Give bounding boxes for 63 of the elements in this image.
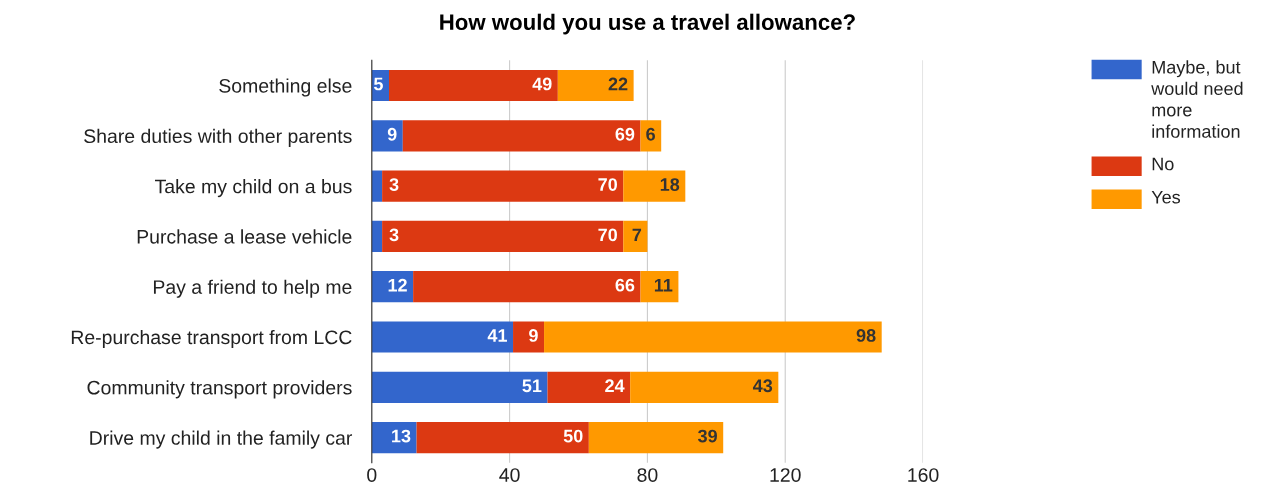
data-label: 70 xyxy=(598,178,617,191)
y-tick-label: Something else xyxy=(219,78,352,97)
bar xyxy=(640,271,679,303)
bar xyxy=(630,371,779,403)
data-label: 3 xyxy=(389,178,399,191)
y-tick-label: Re-purchase transport from LCC xyxy=(71,329,352,349)
y-tick-label: Drive my child in the family car xyxy=(90,430,353,449)
data-label: 66 xyxy=(615,278,635,292)
bar xyxy=(389,69,558,102)
y-tick-label: Take my child on a bus xyxy=(155,179,352,198)
x-tick-label: 160 xyxy=(908,468,939,482)
y-tick-label: Pay a friend to help me xyxy=(153,279,352,298)
bar xyxy=(371,271,414,303)
y-tick-label: Community transport providers xyxy=(87,380,352,399)
bar xyxy=(513,321,545,353)
x-tick-label: 40 xyxy=(499,468,520,482)
bar xyxy=(544,321,882,353)
chart-title: How would you use a travel allowance? xyxy=(440,13,855,35)
bar xyxy=(623,220,648,252)
data-label: 70 xyxy=(598,228,617,242)
data-label: 12 xyxy=(388,278,407,292)
data-label: 43 xyxy=(752,379,773,393)
bar xyxy=(371,321,514,353)
y-tick-label: Purchase a lease vehicle xyxy=(137,229,352,244)
x-tick-label: 0 xyxy=(367,468,377,482)
data-label: 50 xyxy=(563,429,583,443)
bar xyxy=(371,371,548,403)
bar xyxy=(382,170,624,202)
legend-label: Maybe, but would need more information xyxy=(1151,60,1243,138)
data-label: 98 xyxy=(856,329,876,342)
x-tick-label: 80 xyxy=(637,468,658,482)
legend-label: No xyxy=(1152,157,1174,171)
x-tick-label: 120 xyxy=(770,468,801,482)
bar xyxy=(382,220,624,252)
bar xyxy=(416,422,589,454)
bar xyxy=(413,271,641,303)
data-label: 6 xyxy=(646,127,655,141)
data-label: 41 xyxy=(487,329,507,342)
data-label: 51 xyxy=(522,379,542,393)
data-label: 24 xyxy=(605,379,625,392)
bar xyxy=(371,170,383,202)
legend-label: Yes xyxy=(1151,190,1181,204)
bar xyxy=(371,120,403,152)
data-label: 69 xyxy=(615,127,635,141)
bar xyxy=(371,422,417,454)
data-label: 7 xyxy=(632,228,642,242)
data-label: 3 xyxy=(389,228,399,242)
data-label: 9 xyxy=(387,127,397,141)
bar xyxy=(588,422,724,454)
data-label: 22 xyxy=(608,77,628,91)
bar xyxy=(371,220,383,252)
data-label: 11 xyxy=(654,278,673,292)
bar xyxy=(547,371,631,403)
data-label: 49 xyxy=(532,77,552,91)
bar xyxy=(623,170,686,202)
bar xyxy=(557,69,634,102)
bar xyxy=(402,120,641,152)
data-label: 39 xyxy=(697,429,717,443)
data-label: 13 xyxy=(392,429,411,443)
data-label: 5 xyxy=(373,77,383,91)
data-label: 18 xyxy=(660,178,680,191)
data-label: 9 xyxy=(529,329,538,342)
y-tick-label: Share duties with other parents xyxy=(84,128,352,147)
